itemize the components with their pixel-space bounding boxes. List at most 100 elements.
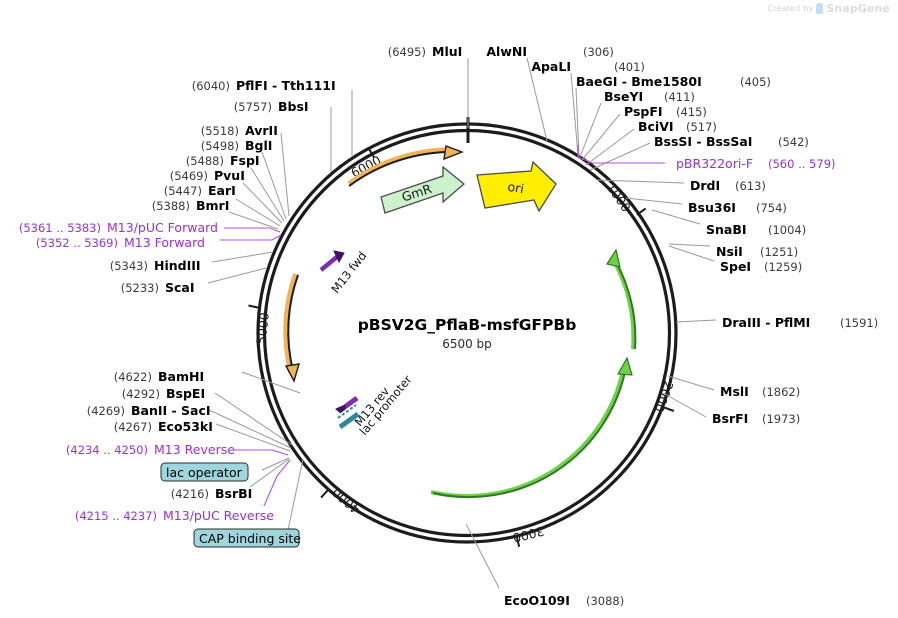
site-label-bsrfi-name: BsrFI bbox=[712, 411, 748, 426]
box-label-lac-operator-text: lac operator bbox=[166, 465, 243, 480]
site-label-snabi[interactable]: SnaBI (1004) bbox=[651, 209, 806, 237]
plasmid-size: 6500 bp bbox=[442, 337, 492, 351]
site-label-hindiii[interactable]: (5343) HindIII bbox=[110, 251, 274, 273]
site-label-msli[interactable]: MslI (1862) bbox=[667, 375, 800, 399]
box-label-lac-operator-rect bbox=[160, 462, 249, 482]
site-label-bsssi-bsssai-name: BssSI - BssSaI bbox=[654, 134, 752, 149]
site-label-baegi-bme1580i-name: BaeGI - Bme1580I bbox=[576, 74, 702, 89]
site-label-bsrfi-pos: (1973) bbox=[762, 412, 800, 426]
feature-label-m13-puc-forward[interactable]: (5361 .. 5383) M13/pUC Forward bbox=[19, 220, 281, 235]
site-label-bsu36i[interactable]: Bsu36I (754) bbox=[625, 197, 787, 215]
site-label-apali-name: ApaLI bbox=[531, 59, 571, 74]
site-label-drdi[interactable]: DrdI (613) bbox=[596, 178, 766, 193]
box-label-cap-binding-site-text: CAP binding site bbox=[199, 531, 301, 546]
feature-label-m13-puc-forward-pos: (5361 .. 5383) bbox=[19, 221, 101, 235]
site-label-bmri-pos: (5388) bbox=[152, 199, 190, 213]
site-label-bsrbi[interactable]: (4216) BsrBI bbox=[171, 458, 290, 501]
tick-label-4000: 4000 bbox=[329, 485, 363, 517]
site-label-bbsi-pos: (5757) bbox=[234, 100, 272, 114]
site-label-alwni[interactable]: AlwNI (306) bbox=[486, 44, 614, 142]
plasmid-title-group: pBSV2G_PflaB-msfGFPBb 6500 bp bbox=[358, 316, 577, 351]
site-label-baegi-bme1580i[interactable]: BaeGI - Bme1580I (405) bbox=[575, 74, 771, 157]
feature-label-m13-reverse[interactable]: (4234 .. 4250) M13 Reverse bbox=[66, 442, 289, 457]
site-label-snabi-name: SnaBI bbox=[706, 222, 747, 237]
site-label-avrii-name: AvrII bbox=[245, 123, 278, 138]
site-label-bsssi-bsssai-pos: (542) bbox=[778, 135, 809, 149]
site-label-alwni-name: AlwNI bbox=[486, 44, 527, 59]
site-label-avrii[interactable]: (5518) AvrII bbox=[201, 123, 290, 217]
feature-label-pbr322ori-f-pos: (560 .. 579) bbox=[768, 157, 836, 171]
site-label-bsrbi-pos: (4216) bbox=[171, 487, 209, 501]
site-label-spei[interactable]: SpeI (1259) bbox=[668, 245, 802, 274]
site-label-eco53ki-pos: (4267) bbox=[114, 420, 152, 434]
site-label-pspfi[interactable]: PspFI (415) bbox=[581, 104, 707, 161]
feature-label-m13-forward-pos: (5352 .. 5369) bbox=[36, 236, 118, 250]
site-label-bcivi-pos: (517) bbox=[686, 120, 717, 134]
site-label-draiii-pflmi-pos: (1591) bbox=[840, 316, 878, 330]
site-label-pspfi-pos: (415) bbox=[676, 105, 707, 119]
feature-label-m13-reverse-name: M13 Reverse bbox=[154, 442, 235, 457]
site-label-bspei[interactable]: (4292) BspEI bbox=[122, 386, 293, 446]
site-label-snabi-pos: (1004) bbox=[768, 223, 806, 237]
site-label-banii-saci[interactable]: (4269) BanII - SacI bbox=[87, 403, 292, 449]
site-label-apali[interactable]: ApaLI (401) bbox=[531, 59, 645, 156]
tick-label-3000: 3000 bbox=[511, 523, 546, 545]
feature-label-m13-puc-reverse-name: M13/pUC Reverse bbox=[163, 508, 274, 523]
feature-label-pbr322ori-f[interactable]: pBR322ori-F (560 .. 579) bbox=[577, 145, 836, 171]
box-label-lac-operator[interactable]: lac operator bbox=[160, 457, 290, 482]
site-label-mlui-pos: (6495) bbox=[388, 45, 426, 59]
tick-label-5000: 5000 bbox=[253, 312, 272, 345]
site-label-pvui[interactable]: (5469) PvuI bbox=[170, 168, 283, 224]
box-label-cap-binding-site-rect bbox=[193, 528, 300, 548]
site-label-draiii-pflmi[interactable]: DraIII - PflMI (1591) bbox=[675, 315, 878, 330]
site-label-fspi-name: FspI bbox=[230, 153, 260, 168]
feature-m13-fwd[interactable]: M13 fwd bbox=[319, 249, 369, 296]
site-label-nsii-name: NsiI bbox=[716, 244, 743, 259]
site-label-bsrbi-name: BsrBI bbox=[215, 486, 252, 501]
watermark-created-label: Created by bbox=[767, 4, 814, 13]
box-label-cap-binding-site[interactable]: CAP binding site bbox=[193, 458, 304, 548]
site-label-mlui[interactable]: (6495) MluI bbox=[388, 44, 469, 128]
site-label-pflfi-tth111i[interactable]: (6040) PflFI - Tth111I bbox=[192, 78, 353, 157]
feature-arrow-ori[interactable]: ori bbox=[476, 160, 557, 213]
site-label-bmri[interactable]: (5388) BmrI bbox=[152, 198, 279, 230]
feature-label-m13-puc-reverse-pos: (4215 .. 4237) bbox=[75, 509, 157, 523]
feature-label-m13-forward[interactable]: (5352 .. 5369) M13 Forward bbox=[36, 234, 282, 250]
site-label-nsii-pos: (1251) bbox=[760, 245, 798, 259]
site-label-ecoo109i[interactable]: EcoO109I (3088) bbox=[465, 523, 624, 608]
feature-label-pbr322ori-f-name: pBR322ori-F bbox=[676, 156, 753, 171]
feature-label-m13-puc-reverse[interactable]: (4215 .. 4237) M13/pUC Reverse bbox=[75, 459, 291, 523]
site-label-nsii[interactable]: NsiI (1251) bbox=[668, 243, 798, 259]
site-label-bbsi[interactable]: (5757) BbsI bbox=[234, 99, 332, 172]
site-label-bgli-pos: (5498) bbox=[201, 139, 239, 153]
site-label-baegi-bme1580i-pos: (405) bbox=[740, 75, 771, 89]
site-label-bamhi-name: BamHI bbox=[158, 369, 204, 384]
orange-feature-arc-top bbox=[347, 145, 464, 187]
site-label-bamhi[interactable]: (4622) BamHI bbox=[114, 369, 301, 394]
feature-arrow-ori-label: ori bbox=[506, 179, 525, 197]
site-label-bsrfi[interactable]: BsrFI (1973) bbox=[662, 392, 800, 426]
site-label-spei-name: SpeI bbox=[720, 259, 751, 274]
site-label-bbsi-name: BbsI bbox=[278, 99, 309, 114]
site-label-bseyi[interactable]: BseYI (411) bbox=[579, 89, 695, 158]
site-label-apali-pos: (401) bbox=[614, 60, 645, 74]
orange-feature-arc-left bbox=[283, 273, 300, 383]
site-label-scai[interactable]: (5233) ScaI bbox=[121, 267, 267, 295]
site-label-bsssi-bsssai[interactable]: BssSI - BssSaI (542) bbox=[589, 134, 809, 171]
site-label-bcivi[interactable]: BciVI (517) bbox=[585, 119, 717, 166]
site-label-ecoo109i-pos: (3088) bbox=[586, 594, 624, 608]
site-label-bamhi-pos: (4622) bbox=[114, 370, 152, 384]
site-label-eco53ki[interactable]: (4267) Eco53kI bbox=[114, 419, 291, 452]
site-label-bseyi-name: BseYI bbox=[604, 89, 643, 104]
site-label-msli-name: MslI bbox=[720, 384, 749, 399]
site-label-bgli[interactable]: (5498) BglI bbox=[201, 138, 287, 220]
site-label-spei-pos: (1259) bbox=[764, 260, 802, 274]
watermark-brand-label: SnapGene bbox=[826, 2, 890, 15]
feature-arrow-gmr[interactable]: GmR bbox=[380, 165, 466, 214]
site-label-msli-pos: (1862) bbox=[762, 385, 800, 399]
site-label-fspi[interactable]: (5488) FspI bbox=[186, 153, 285, 222]
site-label-scai-pos: (5233) bbox=[121, 281, 159, 295]
site-label-eari[interactable]: (5447) EarI bbox=[164, 183, 281, 227]
site-label-bseyi-pos: (411) bbox=[664, 90, 695, 104]
